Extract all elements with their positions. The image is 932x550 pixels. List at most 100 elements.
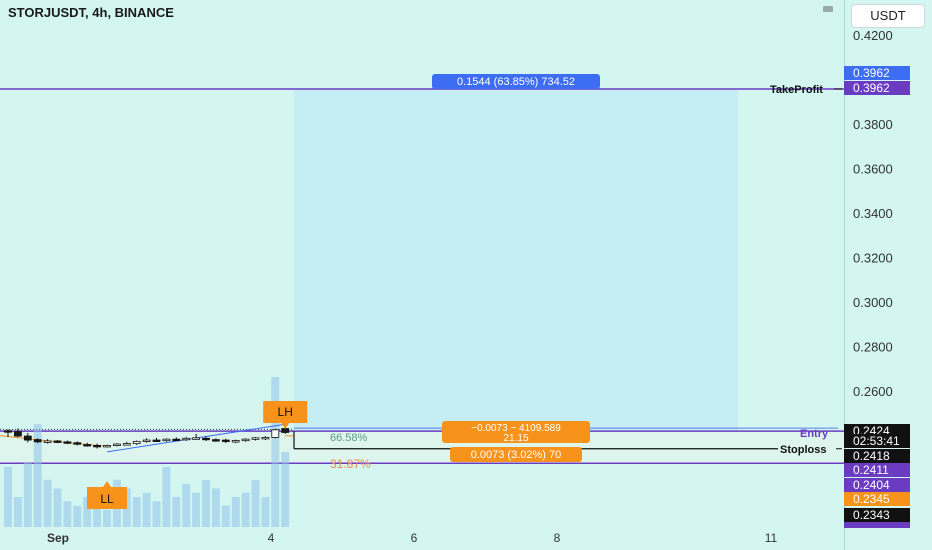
label-ll-bg [87, 481, 127, 509]
volume-bar [13, 497, 22, 527]
volume-bar [33, 424, 42, 527]
label-ll-text: LL [100, 492, 114, 506]
volume-bar [202, 479, 210, 527]
label-lh-text: LH [278, 405, 293, 419]
candle-body [93, 444, 101, 448]
volume-bar [63, 501, 72, 527]
entry-box-line1: −0.0073 ~ 4109.589 [471, 423, 561, 434]
candle-body [4, 430, 12, 433]
candle-body [43, 440, 52, 443]
y-tick-label: 0.3400 [853, 206, 893, 221]
volume-bar [142, 492, 151, 527]
y-tick-label: 0.4200 [853, 28, 893, 43]
label-ll: LL [87, 481, 127, 509]
currency-button[interactable]: USDT [851, 4, 925, 28]
candle-body [221, 439, 230, 442]
price-tag: 0.2411 [853, 463, 889, 477]
candle-body [132, 440, 141, 445]
volume-bar [83, 497, 92, 527]
y-tick-label: 0.3600 [853, 162, 893, 177]
minimize-icon[interactable] [823, 6, 833, 12]
candle-body [271, 429, 280, 438]
price-tag: 0.3962 [853, 81, 890, 95]
profit-zone [294, 88, 738, 432]
price-tag: 0.2343 [853, 508, 890, 522]
pct-label-b: 31.87% [330, 457, 371, 471]
y-tick-label: 0.3200 [853, 251, 893, 266]
stoploss-text: Stoploss [780, 444, 826, 456]
price-tag: 0.2404 [853, 478, 890, 492]
volume-bar [152, 501, 161, 527]
price-tag: 0.2418 [853, 449, 890, 463]
volume-bar [162, 467, 171, 527]
volume-bar [23, 462, 32, 527]
entry-box-bg [442, 421, 590, 443]
candle-body [231, 440, 240, 443]
candle-body [202, 437, 210, 441]
volume-bar [211, 488, 220, 527]
price-tag: 0.3962 [853, 66, 890, 80]
x-tick-label: 6 [411, 531, 418, 545]
price-tag-bg [844, 81, 910, 95]
price-tag-bg [844, 434, 910, 448]
x-tick-label: 8 [554, 531, 561, 545]
price-tag-partial [844, 522, 910, 528]
x-tick-label: Sep [47, 531, 69, 545]
volume-bar [182, 484, 191, 527]
volume-bar [43, 479, 52, 527]
y-tick-label: 0.3000 [853, 295, 893, 310]
y-tick-label: 0.2800 [853, 340, 893, 355]
price-tag-bg [844, 508, 910, 522]
target-label-bg [432, 74, 600, 89]
stop-label: 0.0073 (3.02%) 70 [471, 449, 562, 461]
candle-body [53, 440, 62, 443]
pct-label-a: 66.58% [330, 432, 368, 444]
candle-body [172, 438, 181, 442]
candle-body [152, 439, 161, 442]
candle-body [192, 437, 201, 440]
candle-body [162, 438, 171, 442]
y-tick-label: 0.2600 [853, 384, 893, 399]
candle-body [261, 436, 270, 440]
x-tick-label: 11 [765, 531, 778, 545]
volume-bar [73, 505, 82, 527]
label-lh-bg [263, 401, 308, 429]
candle-body [281, 428, 290, 433]
loss-zone [0, 431, 844, 464]
entry-text: Entry [800, 428, 829, 440]
volume-bar [231, 497, 240, 527]
candle-body [33, 439, 42, 443]
candle-body [103, 444, 111, 448]
volume-bar [281, 452, 290, 527]
y-tick-label: 0.3800 [853, 117, 893, 132]
price-tag-bg [844, 449, 910, 463]
target-label: 0.1544 (63.85%) 734.52 [457, 76, 575, 88]
volume-bar [132, 497, 141, 527]
candle-body [23, 435, 32, 441]
takeprofit-text: TakeProfit [770, 84, 823, 96]
candle-body [211, 439, 220, 442]
volume-bar [93, 501, 102, 527]
price-tag-bg [844, 463, 910, 477]
candle-body [251, 437, 260, 440]
price-tag-bg [844, 478, 910, 492]
volume-bar [53, 488, 62, 527]
price-tag: 0.2345 [853, 492, 890, 506]
volume-bar [241, 492, 250, 527]
chart-title: STORJUSDT, 4h, BINANCE [8, 5, 174, 20]
candle-body [113, 443, 121, 446]
volume-bar [221, 505, 230, 527]
candle-body [83, 444, 92, 447]
x-tick-label: 4 [268, 531, 275, 545]
candle-body [182, 437, 191, 441]
candle-body [142, 439, 151, 442]
volume-bar [192, 492, 201, 527]
volume-bar [4, 467, 12, 527]
price-tag: 02:53:41 [853, 434, 900, 448]
entry-box-line2: 21.15 [503, 433, 528, 444]
candle-body [73, 442, 82, 445]
label-lh: LH [263, 401, 308, 429]
volume-bar [251, 479, 260, 527]
candle-body [241, 438, 250, 442]
